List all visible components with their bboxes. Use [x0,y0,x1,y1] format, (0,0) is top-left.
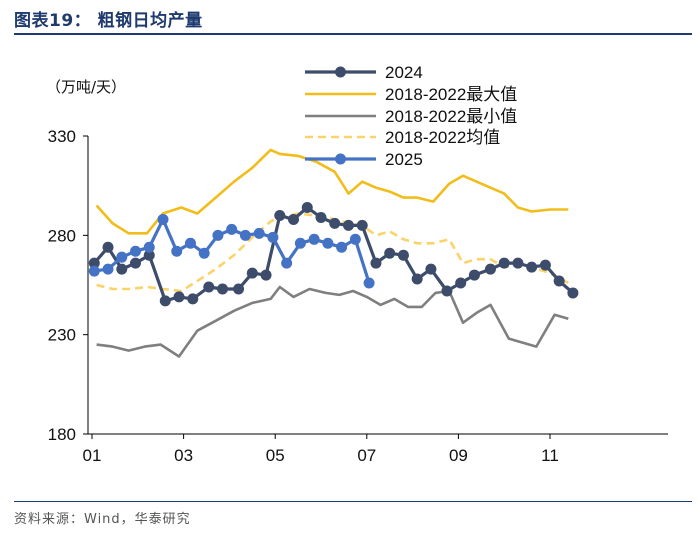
legend-item: 2024 [305,63,423,82]
data-point [349,233,361,245]
data-point [116,263,128,275]
data-point [171,245,183,257]
y-unit-label: （万吨/天） [46,78,126,96]
data-point [187,293,199,305]
series-line [95,148,569,235]
legend-label: 2025 [385,150,423,169]
legend-label: 2018-2022最大值 [385,85,517,104]
series-2018-2022最小值 [96,285,569,358]
data-point [198,247,210,259]
footer-rule [14,501,692,502]
x-tick-label: 01 [83,446,102,465]
data-point [294,237,306,249]
series-2025 [88,213,375,289]
data-point [184,237,196,249]
figure-title: 图表19： 粗钢日均产量 [14,11,203,31]
data-point [239,229,251,241]
data-point [539,259,551,271]
y-tick-label: 180 [48,425,76,444]
data-point [322,237,334,249]
source-note: 资料来源：Wind，华泰研究 [14,512,191,527]
data-point [281,257,293,269]
data-point [274,209,286,221]
legend-item: 2018-2022均值 [305,128,500,147]
data-point [246,267,258,279]
data-point [336,241,348,253]
data-point [212,229,224,241]
data-point [329,217,341,229]
data-point [203,281,215,293]
data-point [301,202,313,214]
x-tick-label: 03 [174,446,193,465]
data-point [441,285,453,297]
legend-label: 2024 [385,63,423,82]
data-point [425,263,437,275]
data-point [130,257,142,269]
data-point [455,277,467,289]
legend-marker [335,66,346,78]
data-point [88,265,100,277]
data-point [411,273,423,285]
data-point [217,283,229,295]
data-point [567,287,579,299]
chart-series [88,148,579,358]
title-rule [14,33,692,35]
y-tick-label: 230 [48,326,76,345]
data-point [308,233,320,245]
x-tick-label: 09 [449,446,468,465]
data-point [233,283,245,295]
data-point [88,257,100,269]
legend-label: 2018-2022均值 [385,128,500,147]
data-point [260,269,272,281]
y-tick-label: 280 [48,226,76,245]
x-tick-label: 07 [357,446,376,465]
legend-marker [335,153,346,165]
data-point [397,249,409,261]
series-2018-2022最大值 [95,148,569,235]
data-point [342,219,354,231]
data-point [143,241,155,253]
data-point [226,223,238,235]
data-point [370,257,382,269]
data-point [267,231,279,243]
data-point [356,219,368,231]
series-line [96,285,569,358]
data-point [363,277,375,289]
chart-axes: 180 230 280 330 01 03 05 07 09 11 [48,127,668,465]
data-point [484,263,496,275]
x-tick-label: 05 [266,446,285,465]
legend-item: 2025 [305,150,423,169]
data-point [384,247,396,259]
data-point [512,257,524,269]
y-tick-label: 330 [48,127,76,146]
data-point [498,257,510,269]
data-point [102,263,114,275]
data-point [157,213,169,225]
legend-item: 2018-2022最小值 [305,107,517,126]
series-2024 [88,202,579,307]
legend-label: 2018-2022最小值 [385,107,517,126]
data-point [315,211,327,223]
legend-item: 2018-2022最大值 [305,85,517,104]
data-point [553,275,565,287]
x-tick-label: 11 [541,446,559,465]
data-point [253,227,265,239]
data-point [526,261,538,273]
data-point [130,245,142,257]
chart-legend: 2024 2018-2022最大值 2018-2022最小值 2018-2022均值 2… [305,63,517,169]
data-point [159,295,171,307]
data-point [468,269,480,281]
data-point [288,213,300,225]
data-point [116,251,128,263]
data-point [143,249,155,261]
data-point [173,291,185,303]
data-point [102,241,114,253]
